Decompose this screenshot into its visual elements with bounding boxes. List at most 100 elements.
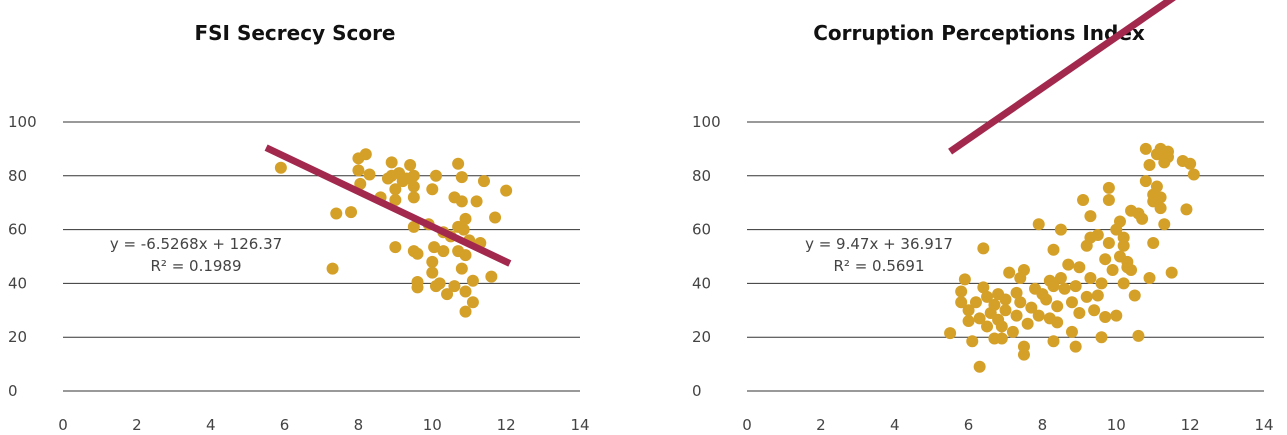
x-tick-label: 6 xyxy=(280,416,290,434)
y-tick-label: 80 xyxy=(692,167,711,185)
data-point xyxy=(958,273,971,286)
data-point xyxy=(411,247,424,260)
data-point xyxy=(1017,263,1030,276)
data-point xyxy=(466,296,479,309)
data-point xyxy=(433,277,446,290)
data-point xyxy=(455,262,468,275)
data-point xyxy=(1051,300,1064,313)
data-point xyxy=(455,171,468,184)
data-point xyxy=(426,266,439,279)
corruption-perceptions-index-chart: Corruption Perceptions Index020406080100… xyxy=(692,0,1274,434)
y-tick-label: 0 xyxy=(692,382,702,400)
trendline-equation: y = -6.5268x + 126.37 xyxy=(110,235,282,253)
data-point xyxy=(1021,317,1034,330)
data-point xyxy=(962,304,975,317)
x-tick-label: 14 xyxy=(1254,416,1273,434)
data-point xyxy=(477,175,490,188)
data-point xyxy=(1077,194,1090,207)
data-point xyxy=(1128,289,1141,302)
data-point xyxy=(1095,331,1108,344)
data-point xyxy=(1010,286,1023,299)
data-point xyxy=(404,159,417,172)
y-tick-label: 20 xyxy=(692,328,711,346)
data-point xyxy=(326,262,339,275)
data-point xyxy=(1084,272,1097,285)
data-point xyxy=(1180,203,1193,216)
data-point xyxy=(352,164,365,177)
trendline xyxy=(264,144,512,267)
data-point xyxy=(1132,329,1145,342)
x-tick-label: 12 xyxy=(497,416,516,434)
data-point xyxy=(1047,335,1060,348)
data-point xyxy=(973,312,986,325)
data-point xyxy=(1069,280,1082,293)
x-tick-label: 2 xyxy=(816,416,826,434)
data-point xyxy=(452,157,465,170)
y-tick-label: 60 xyxy=(692,221,711,239)
data-point xyxy=(407,220,420,233)
data-point xyxy=(426,255,439,268)
scatter-points xyxy=(944,142,1200,373)
data-point xyxy=(407,191,420,204)
r-squared-label: R² = 0.1989 xyxy=(150,257,241,275)
x-tick-label: 14 xyxy=(570,416,589,434)
data-point xyxy=(999,293,1012,306)
data-point xyxy=(1032,218,1045,231)
data-point xyxy=(1003,266,1016,279)
y-tick-label: 0 xyxy=(8,382,18,400)
chart-title: FSI Secrecy Score xyxy=(194,21,395,45)
data-point xyxy=(1165,266,1178,279)
data-point xyxy=(1117,231,1130,244)
data-point xyxy=(441,288,454,301)
trendline-equation: y = 9.47x + 36.917 xyxy=(805,235,953,253)
data-point xyxy=(1158,218,1171,231)
data-point xyxy=(1032,309,1045,322)
data-point xyxy=(389,241,402,254)
data-point xyxy=(1139,142,1152,155)
fsi-secrecy-score-chart: FSI Secrecy Score 0 20 40 60 80 100 0 2 4 6 8 10 12 14… xyxy=(8,21,590,434)
data-point xyxy=(962,315,975,328)
data-point xyxy=(973,360,986,373)
data-point xyxy=(1102,237,1115,250)
chart-title: Corruption Perceptions Index xyxy=(813,21,1145,45)
data-point xyxy=(966,335,979,348)
x-tick-label: 10 xyxy=(423,416,442,434)
data-point xyxy=(1095,277,1108,290)
data-point xyxy=(459,249,472,262)
data-point xyxy=(1125,263,1138,276)
data-point xyxy=(995,320,1008,333)
data-point xyxy=(363,168,376,181)
data-point xyxy=(1110,309,1123,322)
y-tick-label: 100 xyxy=(8,113,37,131)
data-point xyxy=(407,180,420,193)
data-point xyxy=(1051,316,1064,329)
data-point xyxy=(1117,277,1130,290)
data-point xyxy=(1113,215,1126,228)
data-point xyxy=(977,281,990,294)
data-point xyxy=(1161,150,1174,163)
x-tick-label: 4 xyxy=(890,416,900,434)
data-point xyxy=(389,183,402,196)
data-point xyxy=(995,332,1008,345)
x-tick-label: 8 xyxy=(1038,416,1048,434)
x-tick-label: 8 xyxy=(354,416,364,434)
data-point xyxy=(429,169,442,182)
data-point xyxy=(1102,181,1115,194)
data-point xyxy=(1099,253,1112,266)
x-tick-label: 0 xyxy=(58,416,68,434)
data-point xyxy=(1102,194,1115,207)
data-point xyxy=(385,156,398,169)
data-point xyxy=(1069,340,1082,353)
data-point xyxy=(988,298,1001,311)
data-point xyxy=(1047,243,1060,256)
data-point xyxy=(981,320,994,333)
data-point xyxy=(1136,212,1149,225)
data-point xyxy=(969,296,982,309)
data-point xyxy=(1139,175,1152,188)
x-tick-label: 12 xyxy=(1181,416,1200,434)
y-tick-label: 100 xyxy=(692,113,721,131)
data-point xyxy=(1054,272,1067,285)
data-point xyxy=(359,148,372,161)
data-point xyxy=(1040,293,1053,306)
